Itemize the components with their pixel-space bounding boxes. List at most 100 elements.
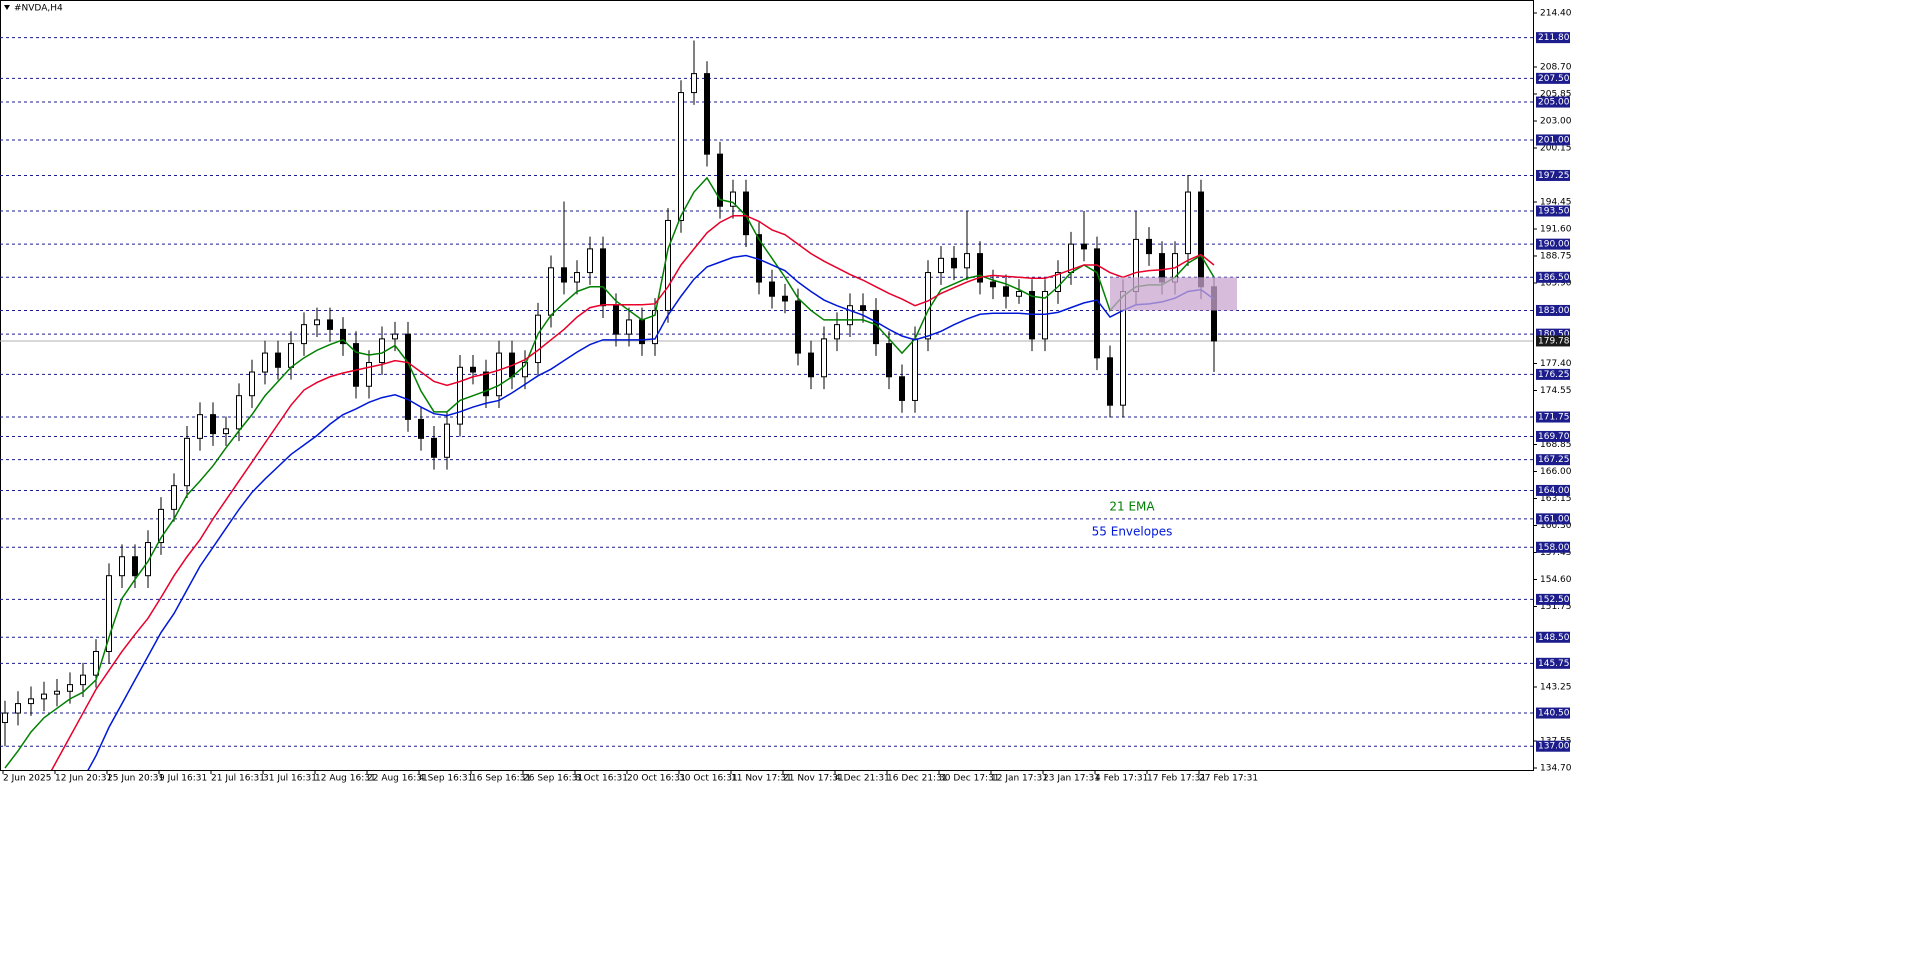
candle-body bbox=[1146, 238, 1152, 255]
candle-body bbox=[132, 556, 138, 577]
candle-body bbox=[67, 684, 73, 692]
candle-body bbox=[951, 257, 957, 269]
y-tick-label: 203.00 bbox=[1540, 116, 1572, 126]
candle-body bbox=[652, 309, 658, 345]
level-label-bg bbox=[1536, 96, 1570, 108]
x-tick-label: 21 Jul 16:31 bbox=[211, 774, 265, 784]
candle-body bbox=[1185, 191, 1191, 255]
candle-body bbox=[470, 366, 476, 373]
level-label-bg bbox=[1536, 169, 1570, 181]
level-label: 190.00 bbox=[1538, 240, 1570, 250]
annotation: 21 EMA bbox=[1109, 500, 1155, 514]
candle-body bbox=[730, 191, 736, 207]
x-tick-label: 26 Sep 16:31 bbox=[523, 774, 583, 784]
candle-body bbox=[548, 267, 554, 316]
x-tick-label: 16 Sep 16:31 bbox=[471, 774, 531, 784]
level-label: 171.75 bbox=[1538, 413, 1570, 423]
candle-body bbox=[444, 423, 450, 458]
chart-title: #NVDA,H4 bbox=[14, 4, 63, 14]
candle-body bbox=[41, 693, 47, 700]
candle-body bbox=[431, 437, 437, 458]
candle-body bbox=[145, 542, 151, 577]
x-tick-label: 12 Jan 17:31 bbox=[991, 774, 1048, 784]
candle-body bbox=[990, 281, 996, 288]
candle-body bbox=[574, 272, 580, 283]
candle-body bbox=[262, 352, 268, 373]
x-tick-label: 12 Jun 20:31 bbox=[55, 774, 112, 784]
candle-body bbox=[704, 73, 710, 155]
candle-body bbox=[54, 690, 60, 695]
plot-frame bbox=[0, 0, 1534, 771]
level-label: 161.00 bbox=[1538, 514, 1570, 524]
candle-body bbox=[1003, 286, 1009, 297]
level-label: 211.80 bbox=[1538, 33, 1570, 43]
candle-body bbox=[366, 362, 372, 387]
level-label: 197.25 bbox=[1538, 171, 1570, 181]
y-tick-label: 205.85 bbox=[1540, 89, 1572, 99]
x-tick-label: 16 Dec 21:31 bbox=[887, 774, 948, 784]
candle-body bbox=[600, 248, 606, 307]
candle-body bbox=[834, 324, 840, 340]
level-label-bg bbox=[1536, 411, 1570, 423]
zone bbox=[1110, 277, 1237, 311]
level-label-bg bbox=[1536, 32, 1570, 44]
level-label-bg bbox=[1536, 368, 1570, 380]
level-label: 201.00 bbox=[1538, 135, 1570, 145]
level-label: 186.50 bbox=[1538, 273, 1570, 283]
x-tick-label: 9 Jul 16:31 bbox=[159, 774, 207, 784]
candle-body bbox=[171, 485, 177, 510]
level-label: 164.00 bbox=[1538, 486, 1570, 496]
candle-body bbox=[977, 253, 983, 283]
level-label-bg bbox=[1536, 513, 1570, 525]
y-tick-label: 154.60 bbox=[1540, 575, 1572, 585]
candle-body bbox=[561, 267, 567, 283]
candle-body bbox=[886, 343, 892, 378]
candle-body bbox=[392, 333, 398, 340]
annotation: 55 Envelopes bbox=[1092, 525, 1173, 539]
candle-body bbox=[938, 257, 944, 274]
y-tick-label: 185.90 bbox=[1540, 278, 1572, 288]
candle-body bbox=[522, 362, 528, 378]
level-label: 207.50 bbox=[1538, 74, 1570, 84]
x-tick-label: 4 Sep 16:31 bbox=[419, 774, 473, 784]
level-label-bg bbox=[1536, 134, 1570, 146]
candle-body bbox=[1016, 291, 1022, 297]
y-tick-label: 200.15 bbox=[1540, 143, 1572, 153]
candle-body bbox=[223, 428, 229, 435]
x-tick-label: 31 Jul 16:31 bbox=[263, 774, 317, 784]
y-tick-label: 208.70 bbox=[1540, 62, 1572, 72]
y-tick-label: 191.60 bbox=[1540, 224, 1572, 234]
candle-body bbox=[418, 418, 424, 439]
candle-body bbox=[340, 328, 346, 345]
candle-body bbox=[860, 305, 866, 311]
x-tick-label: 23 Jan 17:31 bbox=[1043, 774, 1100, 784]
candle-body bbox=[210, 414, 216, 435]
y-tick-label: 168.85 bbox=[1540, 440, 1572, 450]
candle-body bbox=[353, 343, 359, 387]
level-label-bg bbox=[1536, 72, 1570, 84]
candle-body bbox=[1029, 291, 1035, 340]
level-label: 193.50 bbox=[1538, 206, 1570, 216]
x-tick-label: 20 Oct 16:31 bbox=[627, 774, 686, 784]
level-label: 152.50 bbox=[1538, 595, 1570, 605]
candle-body bbox=[301, 324, 307, 345]
candle-body bbox=[795, 300, 801, 354]
level-label: 167.25 bbox=[1538, 455, 1570, 465]
candle-body bbox=[197, 414, 203, 439]
candle-body bbox=[678, 92, 684, 221]
candle-body bbox=[964, 253, 970, 269]
level-label: 158.00 bbox=[1538, 543, 1570, 553]
y-tick-label: 214.40 bbox=[1540, 9, 1572, 19]
overlay-line bbox=[87, 254, 1215, 770]
menu-triangle bbox=[4, 5, 10, 10]
x-tick-label: 2 Jun 2025 bbox=[3, 774, 51, 784]
level-label-bg bbox=[1536, 707, 1570, 719]
x-tick-label: 12 Aug 16:31 bbox=[315, 774, 376, 784]
candle-body bbox=[93, 650, 99, 676]
candle-body bbox=[496, 352, 502, 397]
y-tick-label: 134.70 bbox=[1540, 764, 1572, 774]
candle-body bbox=[327, 319, 333, 330]
level-label: 169.70 bbox=[1538, 432, 1570, 442]
level-label: 148.50 bbox=[1538, 633, 1570, 643]
level-label: 140.50 bbox=[1538, 709, 1570, 719]
